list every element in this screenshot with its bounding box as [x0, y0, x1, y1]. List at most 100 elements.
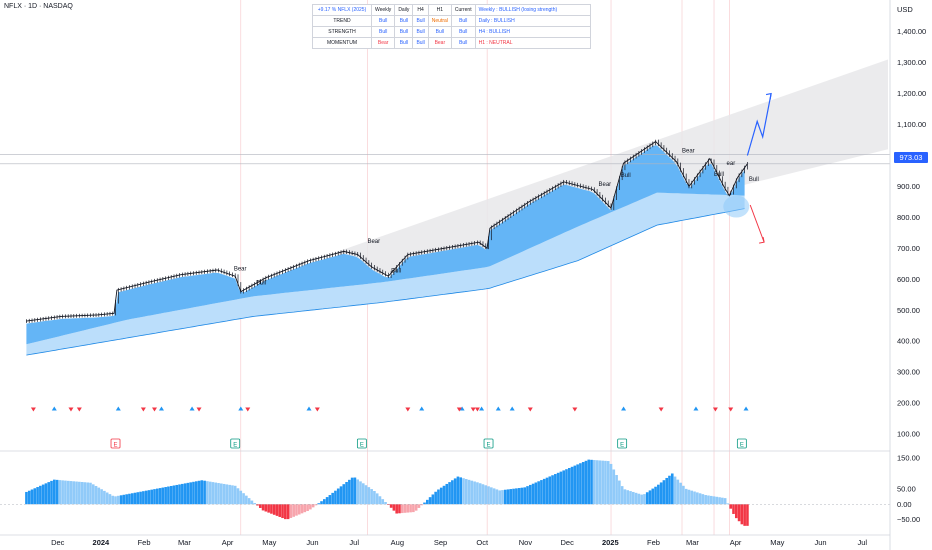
oscillator-bar [39, 485, 42, 505]
oscillator-bar [398, 504, 401, 514]
earnings-marker [736, 438, 747, 449]
oscillator-bar [278, 504, 282, 517]
oscillator-bar [473, 481, 476, 505]
signal-header-h1: H1 [427, 4, 452, 16]
signal-header-perf: +9.17 % NFLX (2025) [312, 4, 372, 16]
oscillator-bar [295, 504, 298, 516]
bear-signal-marker [712, 407, 718, 412]
price-axis-tick: 900.00 [897, 182, 920, 191]
oscillator-bar [58, 480, 62, 505]
bull-signal-marker [419, 406, 425, 411]
oscillator-bar [662, 480, 666, 505]
oscillator-bar [668, 475, 671, 505]
price-axis-tick: 500.00 [897, 306, 920, 315]
oscillator-bar [225, 484, 229, 505]
oscillator-bar [682, 485, 685, 505]
oscillator-bar [723, 498, 727, 505]
oscillator-bar [648, 490, 652, 505]
earnings-marker [483, 438, 494, 449]
time-axis-tick: 2025 [602, 538, 619, 547]
signal-annotation: Bear [598, 182, 611, 188]
oscillator-bar [604, 460, 607, 505]
time-axis-tick: Jun [814, 538, 826, 547]
oscillator-bar [590, 459, 593, 505]
oscillator-bar [551, 475, 554, 505]
oscillator-bar [587, 459, 591, 505]
oscillator-bar [476, 482, 479, 505]
oscillator-bar [86, 482, 89, 505]
signal-note: H4 : BULLISH [474, 26, 591, 38]
oscillator-bar [470, 480, 474, 505]
oscillator-bar [698, 493, 702, 505]
bear-signal-marker [245, 407, 251, 412]
oscillator-bar [186, 482, 190, 505]
time-axis-tick: Jul [857, 538, 867, 547]
oscillator-bar [44, 483, 48, 505]
oscillator-bar [567, 468, 571, 505]
signal-annotation: Bull [391, 268, 401, 274]
signal-table: +9.17 % NFLX (2025) Weekly Daily H4 H1 C… [312, 4, 591, 49]
oscillator-bar [27, 490, 31, 505]
bear-signal-marker [456, 407, 462, 412]
oscillator-bar [231, 485, 234, 505]
oscillator-bar [222, 483, 226, 505]
oscillator-bar [89, 482, 92, 505]
signal-header-note: Weekly : BULLISH (losing strength) [474, 4, 591, 16]
oscillator-bar [373, 490, 376, 505]
signal-header-h4: H4 [412, 4, 429, 16]
price-axis-tick: 700.00 [897, 244, 920, 253]
oscillator-bar [478, 483, 482, 505]
bull-signal-marker [238, 406, 244, 411]
time-axis-tick: Oct [476, 538, 489, 547]
oscillator-bar [197, 480, 201, 505]
signal-row-label: TREND [312, 15, 372, 27]
oscillator-bar [484, 485, 488, 505]
oscillator-bar [236, 488, 240, 505]
oscillator-bar [47, 482, 51, 505]
band-outer-fill [26, 192, 745, 356]
oscillator-bar [128, 493, 131, 505]
oscillator-bar [445, 483, 449, 505]
oscillator-bar [172, 485, 176, 505]
bear-signal-marker [76, 407, 82, 412]
oscillator-bar [395, 504, 398, 514]
oscillator-bar [217, 483, 220, 505]
oscillator-bar [637, 493, 641, 505]
earnings-marker [110, 438, 121, 449]
bull-signal-marker [306, 406, 312, 411]
oscillator-bar [442, 485, 446, 505]
time-axis-tick: Dec [51, 538, 65, 547]
earnings-marker [230, 438, 241, 449]
oscillator-bar [69, 481, 73, 505]
oscillator-bar [194, 481, 198, 505]
oscillator-bar [565, 469, 568, 505]
oscillator-bar [715, 496, 719, 505]
oscillator-axis-tick: 150.00 [897, 454, 920, 463]
oscillator-bar [309, 504, 312, 510]
time-axis-tick: 2024 [93, 538, 111, 547]
currency-label: USD [897, 5, 913, 14]
oscillator-bar [183, 483, 187, 505]
oscillator-bar [623, 489, 627, 505]
oscillator-axis-tick: 0.00 [897, 500, 912, 509]
oscillator-bar [704, 495, 707, 505]
oscillator-bar [375, 493, 379, 505]
signal-row-strength: STRENGTH Bull Bull Bull Bull Bull H4 : B… [312, 26, 591, 38]
signal-cell: Bull [370, 15, 396, 27]
bear-signal-marker [470, 407, 476, 412]
oscillator-bar [103, 490, 106, 505]
bull-signal-marker [479, 406, 485, 411]
oscillator-bar [139, 491, 142, 505]
oscillator-bar [381, 499, 385, 505]
earnings-marker-label: E [740, 443, 744, 449]
oscillator-bar [684, 488, 688, 505]
trend-channel [338, 59, 888, 286]
signal-markers [30, 406, 749, 412]
current-price-tag: 973.03 [894, 152, 928, 163]
oscillator-bar [325, 497, 329, 505]
oscillator-bar [192, 481, 195, 505]
oscillator-bar [97, 487, 101, 505]
signal-cell: Bull [427, 26, 452, 38]
